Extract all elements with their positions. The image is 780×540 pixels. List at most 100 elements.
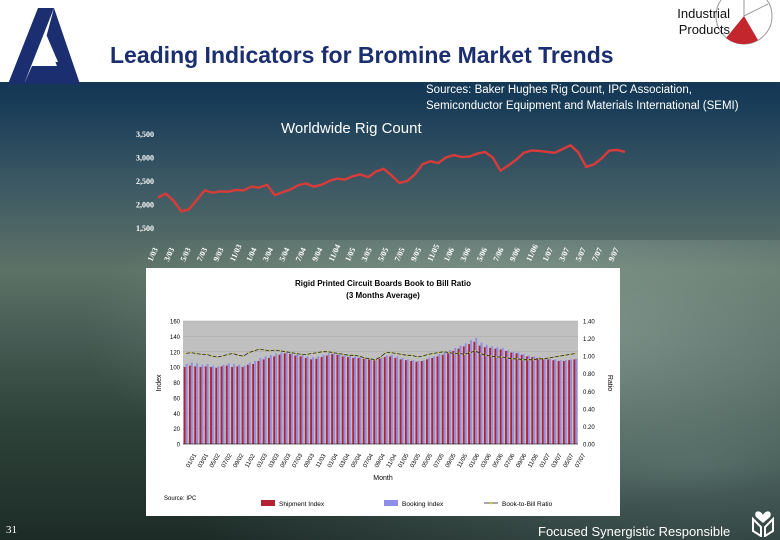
shipment-bar <box>510 352 513 444</box>
shipment-bar <box>278 354 281 444</box>
shipment-bar <box>325 355 328 444</box>
shipment-bar <box>389 356 392 444</box>
booking-bar <box>496 347 499 444</box>
y2-tick-label: 0.00 <box>583 443 595 449</box>
book-to-bill-chart: Rigid Printed Circuit Boards Book to Bil… <box>156 279 613 508</box>
rig-x-tick-label: 5/04 <box>277 246 291 263</box>
brand-line-1: Industrial <box>677 6 730 21</box>
page-title: Leading Indicators for Bromine Market Tr… <box>110 42 614 68</box>
sources-line-1: Sources: Baker Hughes Rig Count, IPC Ass… <box>426 84 692 96</box>
shipment-bar <box>489 347 492 444</box>
shipment-bar <box>410 361 413 444</box>
ratio-point <box>195 352 198 355</box>
booking-bar <box>543 357 546 444</box>
btb-chart-title: Rigid Printed Circuit Boards Book to Bil… <box>295 279 471 288</box>
ratio-point <box>316 351 319 354</box>
ratio-point <box>337 352 340 355</box>
booking-bar <box>238 364 241 444</box>
booking-bar <box>501 347 504 444</box>
ratio-point <box>226 353 229 356</box>
ratio-point <box>527 358 529 361</box>
y-tick-label: 120 <box>170 350 181 356</box>
shipment-bar <box>352 357 355 444</box>
rig-x-tick-label: 3/06 <box>458 246 472 263</box>
sources-note: Sources: Baker Hughes Rig Count, IPC Ass… <box>426 82 739 114</box>
ratio-point <box>490 355 492 357</box>
rig-y-tick-label: 2,500 <box>136 177 154 186</box>
shipment-bar <box>562 361 565 444</box>
booking-bar <box>564 360 567 444</box>
booking-bar <box>233 364 235 444</box>
rig-x-tick-label: 1/04 <box>244 246 258 263</box>
rig-x-tick-label: 1/03 <box>146 246 160 263</box>
booking-bar <box>559 360 562 444</box>
ratio-point <box>506 357 508 359</box>
x-axis-label: Month <box>373 475 393 482</box>
shipment-bar <box>199 367 202 444</box>
x-tick-label: 07/07 <box>575 452 588 469</box>
ratio-point <box>400 353 403 356</box>
shipment-bar <box>368 359 370 444</box>
booking-bar <box>296 354 299 444</box>
booking-bar <box>475 337 478 444</box>
ratio-point <box>332 351 334 354</box>
booking-bar <box>343 354 346 444</box>
booking-bar <box>538 357 541 444</box>
rig-x-tick-label: 11/06 <box>524 243 540 263</box>
ratio-point <box>427 353 429 356</box>
booking-bar <box>506 350 509 444</box>
ratio-point <box>211 355 213 357</box>
legend-label: Booking Index <box>402 501 444 508</box>
rig-x-tick-label: 1/07 <box>541 246 555 263</box>
booking-bar <box>227 363 230 444</box>
booking-bar <box>427 357 430 444</box>
shipment-bar <box>331 354 334 444</box>
booking-bar <box>190 362 193 444</box>
ratio-point <box>516 357 519 360</box>
ratio-point <box>374 358 377 361</box>
book-to-bill-chart-panel: Rigid Printed Circuit Boards Book to Bil… <box>146 268 620 516</box>
shipment-bar <box>373 360 376 444</box>
ratio-point <box>274 349 277 351</box>
rig-x-tick-label: 7/03 <box>195 246 209 263</box>
booking-bar <box>401 357 404 444</box>
legend-swatch <box>261 500 275 506</box>
ratio-point <box>221 355 224 357</box>
booking-bar <box>433 356 436 444</box>
rig-y-tick-label: 3,500 <box>136 130 154 139</box>
booking-bar <box>485 344 488 444</box>
shipment-bar <box>225 365 228 444</box>
shipment-bar <box>299 356 302 444</box>
ratio-point <box>263 349 266 351</box>
ratio-point <box>563 354 566 357</box>
rig-x-tick-label: 3/03 <box>162 246 176 263</box>
booking-bar <box>248 362 251 444</box>
booking-bar <box>417 361 420 444</box>
ratio-point <box>311 352 313 355</box>
booking-bar <box>259 357 262 444</box>
y2-axis-label: Ratio <box>606 375 613 391</box>
shipment-bar <box>383 357 386 444</box>
ratio-point <box>448 351 450 354</box>
rig-x-tick-label: 5/05 <box>376 246 390 263</box>
ratio-point <box>437 351 440 354</box>
booking-bar <box>575 358 578 444</box>
shipment-bar <box>515 353 518 444</box>
ratio-point <box>295 352 298 355</box>
booking-bar <box>201 364 204 444</box>
booking-bar <box>333 352 335 444</box>
rig-count-line <box>157 143 626 213</box>
rig-x-tick-label: 3/04 <box>261 246 275 263</box>
ratio-point <box>421 355 424 357</box>
ratio-point <box>258 348 261 350</box>
shipment-bar <box>246 364 249 444</box>
sources-line-2: Semiconductor Equipment and Materials In… <box>426 100 739 112</box>
y2-tick-label: 0.60 <box>583 390 595 396</box>
shipment-bar <box>505 351 507 444</box>
ratio-point <box>432 352 435 355</box>
y2-tick-label: 1.20 <box>583 337 595 343</box>
booking-bar <box>380 357 383 444</box>
ratio-point <box>348 354 350 357</box>
shipment-bar <box>447 353 449 444</box>
